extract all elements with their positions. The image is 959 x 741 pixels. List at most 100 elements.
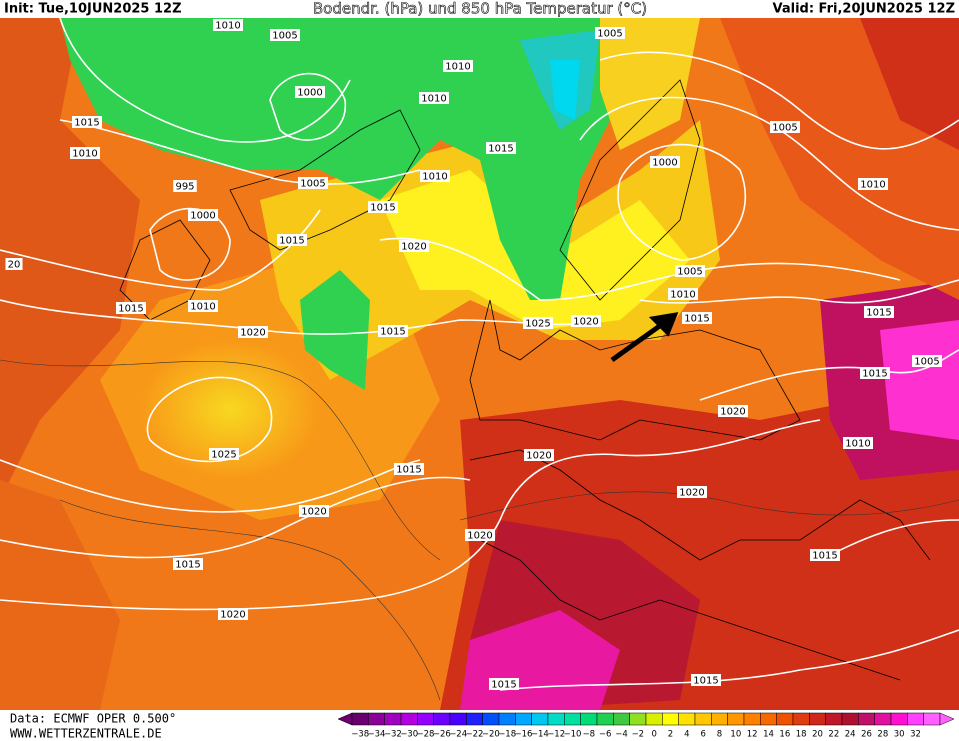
colorbar-box xyxy=(874,712,892,726)
init-text: Init: Tue,10JUN2025 12Z xyxy=(4,2,182,17)
colorbar-box xyxy=(923,712,941,726)
isobar-label-box xyxy=(682,312,712,324)
colorbar-label: 2 xyxy=(668,730,673,740)
isobar-label: 1015 xyxy=(488,144,513,155)
colorbar-label: −24 xyxy=(449,730,467,740)
map-background xyxy=(0,18,959,710)
isobar-label-box xyxy=(858,178,888,190)
colorbar-label: 22 xyxy=(828,730,839,740)
colorbar-box xyxy=(498,712,516,726)
isobar-label: 995 xyxy=(175,182,194,193)
arrow-head xyxy=(648,312,679,337)
isobar-label-box xyxy=(394,463,424,475)
colorbar-label: 14 xyxy=(763,730,774,740)
colorbar-label: 6 xyxy=(700,730,705,740)
colorbar-label: 28 xyxy=(877,730,888,740)
site: WWW.WETTERZENTRALE.DE xyxy=(10,727,162,741)
colorbar: −38−34−32−30−28−26−24−22−20−18−16−14−12−… xyxy=(337,712,955,740)
isobar-label: 1025 xyxy=(211,450,236,461)
isobar-label: 1005 xyxy=(914,357,939,368)
isobar-label: 1015 xyxy=(396,465,421,476)
isobar-label: 1010 xyxy=(845,439,870,450)
colorbar-box xyxy=(351,712,369,726)
colorbar-box xyxy=(645,712,663,726)
isobar-label-box xyxy=(486,142,516,154)
colorbar-label: −6 xyxy=(599,730,612,740)
isobar-label-box xyxy=(213,19,243,31)
isobar-label: 1000 xyxy=(297,88,322,99)
isobar-labels: 1010 1005 1010 1000 1010 1015 1010 995 1005 1000 1… xyxy=(5,19,942,691)
colorbar-box xyxy=(662,712,679,726)
colorbar-box xyxy=(727,712,745,726)
colorbar-box xyxy=(466,712,483,726)
isobar-label: 1020 xyxy=(467,531,492,542)
colorbar-box xyxy=(384,712,402,726)
isobar-label: 1005 xyxy=(597,29,622,40)
colorbar-label: 30 xyxy=(894,730,905,740)
isobar-label: 1000 xyxy=(652,158,677,169)
colorbar-label: −10 xyxy=(564,730,582,740)
isobar-label: 1020 xyxy=(220,610,245,621)
isobar-label: 1020 xyxy=(401,242,426,253)
isobar-label: 1020 xyxy=(240,328,265,339)
isobar-label-box xyxy=(595,27,625,39)
isobar-label: 1005 xyxy=(677,267,702,278)
isobar-label-box xyxy=(912,355,942,367)
colorbar-box xyxy=(743,712,761,726)
colorbar-label: 10 xyxy=(730,730,741,740)
isobar-label: 1015 xyxy=(693,676,718,687)
isobar-label-box xyxy=(675,265,705,277)
isobar-label-box xyxy=(299,505,329,517)
colorbar-label: −22 xyxy=(466,730,484,740)
colorbar-box xyxy=(547,712,565,726)
isobar-label: 1005 xyxy=(772,123,797,134)
isobar-label-box xyxy=(571,315,601,327)
isobar-label: 1015 xyxy=(866,308,891,319)
isobar-label: 1010 xyxy=(445,62,470,73)
colorbar-label: −20 xyxy=(482,730,500,740)
isobar-label-box xyxy=(277,234,307,246)
colorbar-box xyxy=(580,712,598,726)
colorbar-label: −28 xyxy=(417,730,435,740)
isobar-label-box xyxy=(419,92,449,104)
isobar-label: 1005 xyxy=(272,31,297,42)
isobar-label-box xyxy=(420,170,450,182)
isobar-label-box xyxy=(238,326,268,338)
isobar-label: 1015 xyxy=(684,314,709,325)
colorbar-label: −26 xyxy=(433,730,451,740)
colorbar-box xyxy=(711,712,728,726)
colorbar-label: 8 xyxy=(717,730,722,740)
isobar-label: 1010 xyxy=(422,172,447,183)
colorbar-label: 24 xyxy=(845,730,856,740)
isobar-label: 1015 xyxy=(74,118,99,129)
isobar-label-box xyxy=(465,529,495,541)
colorbar-box xyxy=(449,712,467,726)
colorbar-box xyxy=(841,712,859,726)
isobar-label-box xyxy=(718,405,748,417)
isobar-label: 1015 xyxy=(491,680,516,691)
temperature-contours xyxy=(0,359,959,701)
colorbar-label: 0 xyxy=(651,730,656,740)
colorbar-box xyxy=(417,712,434,726)
isobar-label: 1010 xyxy=(670,290,695,301)
colorbar-box xyxy=(613,712,630,726)
isobar-label: 1015 xyxy=(279,236,304,247)
colorbar-label: 18 xyxy=(796,730,807,740)
colorbar-box xyxy=(433,712,451,726)
isobar-label-box xyxy=(864,306,894,318)
isobar-label: 1010 xyxy=(860,180,885,191)
colorbar-box xyxy=(482,712,500,726)
colorbar-box xyxy=(596,712,614,726)
colorbar-label: −32 xyxy=(384,730,402,740)
isobar-label-box xyxy=(770,121,800,133)
isobar-label-box xyxy=(173,180,197,192)
isobar-label-box xyxy=(399,240,429,252)
colorbar-label: −2 xyxy=(632,730,645,740)
isobar-label-box xyxy=(368,201,398,213)
isobar-label: 1020 xyxy=(301,507,326,518)
isobar-label-box xyxy=(173,558,203,570)
colorbar-box xyxy=(907,712,924,726)
isobar-label-box xyxy=(691,674,721,686)
